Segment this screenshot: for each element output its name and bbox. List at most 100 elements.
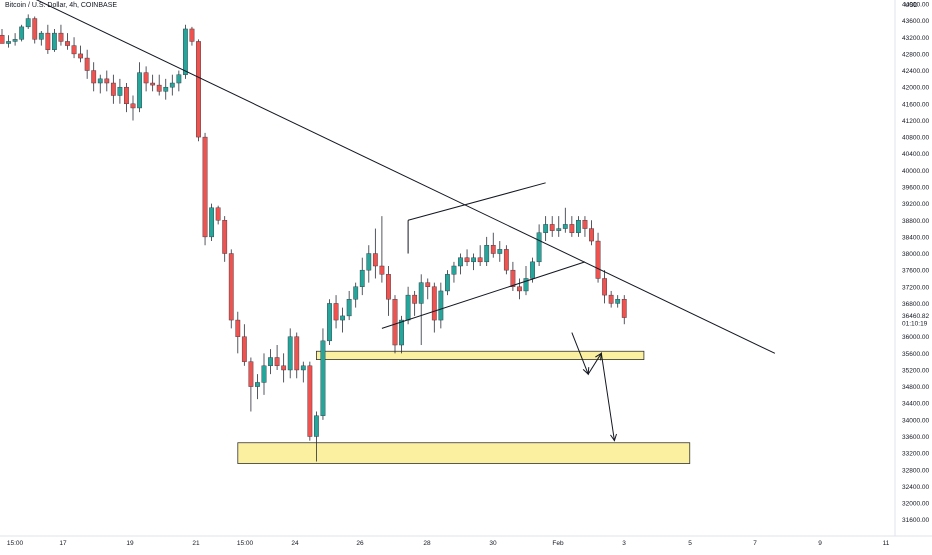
candle-body: [451, 265, 457, 275]
candle-body: [333, 303, 339, 321]
last-price-box: [896, 310, 932, 328]
y-tick-label: 32800.00: [902, 467, 929, 474]
candle-body: [458, 257, 463, 267]
last-price-countdown: 01:10:19: [902, 321, 928, 328]
y-tick-label: 36000.00: [902, 334, 929, 341]
candle-body: [222, 220, 228, 254]
candle-body: [471, 257, 476, 263]
candle-body: [52, 32, 57, 50]
candle-body: [143, 72, 149, 84]
candle-body: [320, 340, 326, 416]
candle-body: [124, 86, 129, 105]
candle-body: [202, 136, 208, 238]
candle-body: [615, 299, 621, 304]
y-tick-label: 42800.00: [902, 51, 929, 58]
candle-body: [12, 39, 18, 42]
y-tick-label: 34800.00: [902, 384, 929, 391]
candle-body: [497, 249, 503, 254]
y-tick-label: 32000.00: [902, 501, 929, 508]
candle-body: [25, 18, 31, 28]
candle-body: [156, 84, 162, 92]
support-zone-1: [315, 350, 645, 360]
candle-body: [346, 299, 352, 317]
candle-body: [32, 18, 38, 40]
x-tick-label: 15:00: [237, 540, 254, 547]
candle-body: [45, 32, 51, 50]
candle-body: [353, 286, 359, 300]
candle-body: [19, 26, 25, 40]
candle-body: [477, 257, 483, 263]
x-tick-label: 3: [622, 540, 626, 547]
candle-body: [608, 294, 614, 304]
wedge-upper-line: [407, 182, 546, 221]
candle-body: [464, 257, 470, 263]
x-tick-label: 26: [356, 540, 364, 547]
x-tick-label: 11: [883, 540, 890, 547]
candle-body: [517, 286, 522, 292]
y-tick-label: 31600.00: [902, 517, 929, 524]
y-tick-label: 37200.00: [902, 284, 929, 291]
candle-body: [621, 299, 627, 318]
candle-body: [209, 207, 214, 238]
x-tick-label: 30: [489, 540, 497, 547]
candle-body: [78, 53, 84, 59]
candle-body: [543, 224, 549, 233]
candle-body: [274, 357, 280, 367]
x-tick-label: 5: [688, 540, 692, 547]
y-tick-label: 41600.00: [902, 101, 929, 108]
support-zone-2: [237, 442, 691, 464]
candle-body: [182, 28, 188, 75]
candle-body: [412, 294, 418, 304]
x-tick-label: 21: [192, 540, 200, 547]
candle-body: [576, 220, 581, 233]
projection-path: [571, 332, 615, 441]
candle-body: [150, 82, 156, 86]
candle-body: [261, 365, 267, 383]
candle-body: [0, 34, 5, 44]
y-tick-label: 38000.00: [902, 251, 929, 258]
candle-body: [169, 82, 175, 88]
x-tick-label: 9: [818, 540, 822, 547]
last-price-value: 36460.82: [902, 313, 929, 320]
candle-body: [438, 290, 444, 321]
x-tick-label: 28: [423, 540, 431, 547]
projection-arrow-head: [610, 433, 617, 442]
y-tick-label: 42000.00: [902, 85, 929, 92]
candle-body: [58, 32, 64, 42]
candle-body: [130, 103, 136, 109]
y-tick-label: 35200.00: [902, 367, 929, 374]
candle-body: [294, 336, 300, 371]
y-tick-label: 44000.00: [902, 2, 929, 9]
candle-body: [445, 274, 450, 292]
y-tick-label: 40000.00: [902, 168, 929, 175]
y-tick-label: 41200.00: [902, 118, 929, 125]
candle-body: [530, 261, 535, 279]
candle-body: [117, 86, 123, 96]
candle-body: [536, 232, 542, 263]
x-tick-label: 19: [126, 540, 134, 547]
candle-body: [228, 253, 234, 321]
candle-body: [569, 224, 575, 233]
candle-body: [176, 74, 182, 84]
candle-body: [510, 269, 516, 287]
candle-body: [300, 365, 306, 371]
x-tick-label: 24: [291, 540, 299, 547]
y-tick-label: 39200.00: [902, 201, 929, 208]
candle-body: [405, 294, 411, 321]
chart-title: Bitcoin / U.S. Dollar, 4h, COINBASE: [5, 2, 118, 9]
candle-body: [372, 253, 378, 267]
y-tick-label: 40800.00: [902, 135, 929, 142]
y-tick-label: 43600.00: [902, 18, 929, 25]
candle-body: [503, 249, 509, 271]
candle-body: [602, 278, 608, 296]
y-tick-label: 34000.00: [902, 417, 929, 424]
candle-body: [418, 282, 424, 304]
candle-body: [189, 28, 195, 42]
candle-body: [589, 228, 594, 242]
candle-body: [314, 415, 319, 437]
candle-body: [392, 299, 398, 346]
candle-body: [386, 274, 391, 300]
candle-body: [137, 72, 142, 109]
